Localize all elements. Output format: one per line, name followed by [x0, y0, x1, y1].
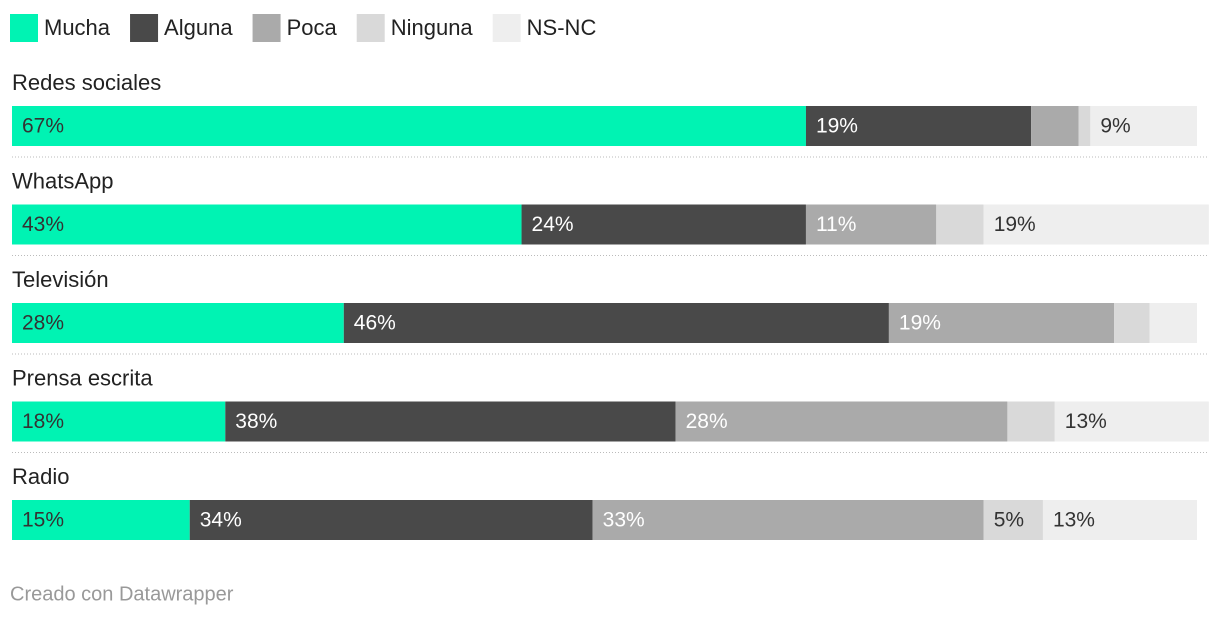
legend-swatch [252, 14, 281, 42]
legend-label: NS-NC [527, 15, 597, 40]
bar-segment [888, 303, 1115, 343]
bar-segment [12, 303, 344, 343]
legend-swatch [10, 14, 38, 42]
value-label: 28% [22, 312, 64, 335]
value-label: 43% [22, 213, 64, 236]
bar-segment [675, 401, 1008, 442]
value-label: 34% [200, 509, 242, 532]
value-label: 9% [1100, 115, 1130, 138]
value-label: 19% [816, 115, 858, 138]
bar-segment [1078, 106, 1091, 146]
row-label: WhatsApp [12, 168, 114, 193]
legend-label: Ninguna [391, 15, 474, 40]
bar-segment [1007, 401, 1055, 442]
bar-segment [805, 106, 1032, 146]
value-label: 18% [22, 410, 64, 433]
bar-segment [521, 204, 806, 245]
row-label: Redes sociales [12, 70, 161, 95]
legend-swatch [130, 14, 159, 42]
value-label: 46% [354, 312, 396, 335]
bar-segment [592, 500, 984, 540]
row-label: Radio [12, 464, 69, 489]
row-label: Televisión [12, 267, 109, 292]
value-label: 67% [22, 115, 64, 138]
legend-label: Mucha [44, 15, 111, 40]
value-label: 33% [603, 509, 645, 532]
bar-segment [1090, 106, 1197, 146]
value-label: 13% [1053, 509, 1095, 532]
credit: Creado con Datawrapper [10, 583, 234, 605]
bar-segment [1149, 303, 1197, 343]
row-label: Prensa escrita [12, 365, 153, 390]
bar-segment [12, 106, 806, 146]
legend-swatch [492, 14, 521, 42]
legend-label: Poca [287, 15, 338, 40]
value-label: 5% [994, 509, 1024, 532]
value-label: 19% [994, 213, 1036, 236]
bar-segment [225, 401, 676, 442]
value-label: 24% [532, 213, 574, 236]
bar-segment [189, 500, 593, 540]
value-label: 11% [816, 213, 856, 236]
bar-segment [12, 500, 190, 540]
bar-segment [805, 204, 937, 245]
bar-segment [936, 204, 984, 245]
bar-segment [343, 303, 889, 343]
value-label: 13% [1065, 410, 1107, 433]
bar-segment [1031, 106, 1079, 146]
bar-segment [12, 401, 226, 442]
legend-label: Alguna [164, 15, 233, 40]
bar-segment [1114, 303, 1150, 343]
bar-segment [1042, 500, 1197, 540]
bar-segment [983, 500, 1043, 540]
bar-segment [1054, 401, 1209, 442]
bar-segment [12, 204, 522, 245]
legend-swatch [356, 14, 385, 42]
value-label: 38% [235, 410, 277, 433]
value-label: 19% [899, 312, 941, 335]
bar-segment [983, 204, 1209, 245]
value-label: 28% [686, 410, 728, 433]
value-label: 15% [22, 509, 64, 532]
